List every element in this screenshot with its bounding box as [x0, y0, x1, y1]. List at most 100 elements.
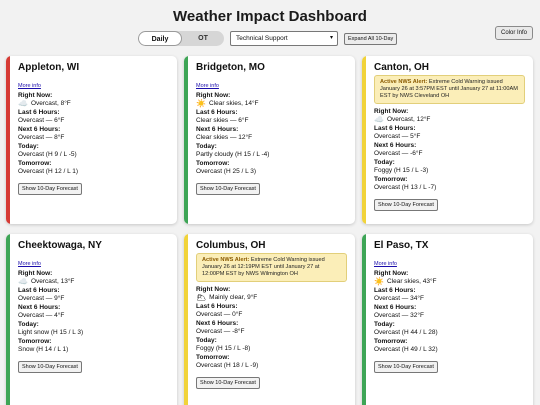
page-title: Weather Impact Dashboard [173, 8, 367, 25]
last6-label: Last 6 Hours: [18, 287, 60, 294]
nws-alert-banner: Active NWS Alert: Extreme Cold Warning i… [374, 75, 525, 104]
last6-value: Overcast — 9°F [18, 295, 65, 302]
cloud-icon: ☁️ [18, 99, 28, 108]
city-name: El Paso, TX [374, 240, 429, 251]
city-card-canton: Canton, OH Active NWS Alert: Extreme Col… [362, 56, 533, 224]
next6-label: Next 6 Hours: [18, 304, 61, 311]
chevron-down-icon: ▾ [329, 35, 333, 41]
more-info-link[interactable]: More info [374, 261, 397, 267]
right-now-row: ☁️ Overcast, 8°F [18, 100, 169, 108]
more-info-link[interactable]: More info [196, 83, 219, 89]
partly-cloudy-icon: 🌥 [196, 293, 207, 302]
today-label: Today: [196, 143, 217, 150]
next6-value: Overcast — 32°F [374, 312, 424, 319]
tomorrow-label: Tomorrow: [374, 338, 408, 345]
alert-heading: Active NWS Alert: [202, 257, 250, 263]
tomorrow-value: Overcast (H 25 / L 3) [196, 168, 257, 175]
daily-toggle-button[interactable]: Daily [138, 31, 182, 46]
city-name: Cheektowaga, NY [18, 240, 102, 251]
right-now-label: Right Now: [374, 270, 409, 277]
last6-value: Overcast — 6°F [18, 117, 65, 124]
right-now-value: Clear skies, 14°F [208, 100, 259, 107]
today-value: Overcast (H 44 / L 28) [374, 329, 438, 336]
city-name: Appleton, WI [18, 62, 80, 73]
next6-value: Overcast — -6°F [374, 150, 423, 157]
last6-value: Overcast — 34°F [374, 295, 424, 302]
right-now-label: Right Now: [374, 108, 409, 115]
today-value: Partly cloudy (H 15 / L -4) [196, 151, 270, 158]
last6-label: Last 6 Hours: [196, 109, 238, 116]
today-label: Today: [374, 321, 395, 328]
show-forecast-button[interactable]: Show 10-Day Forecast [196, 183, 260, 195]
city-card-columbus: Columbus, OH Active NWS Alert: Extreme C… [184, 234, 355, 405]
last6-label: Last 6 Hours: [18, 109, 60, 116]
right-now-value: Overcast, 8°F [30, 100, 71, 107]
city-card-appleton: Appleton, WI More info Right Now: ☁️ Ove… [6, 56, 177, 224]
show-forecast-button[interactable]: Show 10-Day Forecast [18, 361, 82, 373]
show-forecast-button[interactable]: Show 10-Day Forecast [18, 183, 82, 195]
view-toggle: Daily OT [138, 31, 224, 46]
tomorrow-value: Overcast (H 18 / L -9) [196, 362, 259, 369]
today-value: Overcast (H 9 / L -5) [18, 151, 77, 158]
city-name: Canton, OH [374, 62, 429, 73]
next6-label: Next 6 Hours: [374, 142, 417, 149]
cloud-icon: ☁️ [374, 115, 384, 124]
today-value: Light snow (H 15 / L 3) [18, 329, 84, 336]
next6-value: Clear skies — 12°F [196, 134, 253, 141]
nws-alert-banner: Active NWS Alert: Extreme Cold Warning i… [196, 253, 347, 282]
today-label: Today: [18, 321, 39, 328]
tomorrow-label: Tomorrow: [196, 354, 230, 361]
right-now-row: ☀️ Clear skies, 43°F [374, 278, 525, 286]
last6-label: Last 6 Hours: [374, 125, 416, 132]
tomorrow-value: Snow (H 14 / L 1) [18, 346, 69, 353]
color-info-button[interactable]: Color Info [494, 26, 533, 40]
right-now-row: ☁️ Overcast, 12°F [374, 116, 525, 124]
tomorrow-value: Overcast (H 49 / L 32) [374, 346, 438, 353]
more-info-link[interactable]: More info [18, 261, 41, 267]
alert-heading: Active NWS Alert: [380, 79, 428, 85]
last6-value: Clear skies — 6°F [196, 117, 249, 124]
city-card-bridgeton: Bridgeton, MO More info Right Now: ☀️ Cl… [184, 56, 355, 224]
city-card-el-paso: El Paso, TX More info Right Now: ☀️ Clea… [362, 234, 533, 405]
today-value: Foggy (H 15 / L -3) [374, 167, 429, 174]
next6-label: Next 6 Hours: [374, 304, 417, 311]
expand-all-button[interactable]: Expand All 10-Day [344, 33, 398, 45]
right-now-label: Right Now: [18, 270, 53, 277]
city-name: Bridgeton, MO [196, 62, 265, 73]
next6-value: Overcast — 8°F [18, 134, 65, 141]
sun-icon: ☀️ [374, 277, 384, 286]
more-info-link[interactable]: More info [18, 83, 41, 89]
dashboard-header: Weather Impact Dashboard Color Info Dail… [0, 0, 540, 56]
ot-toggle-button[interactable]: OT [198, 35, 208, 42]
show-forecast-button[interactable]: Show 10-Day Forecast [374, 361, 438, 373]
next6-label: Next 6 Hours: [196, 126, 239, 133]
right-now-value: Clear skies, 43°F [386, 278, 437, 285]
right-now-label: Right Now: [196, 286, 231, 293]
right-now-label: Right Now: [196, 92, 231, 99]
right-now-label: Right Now: [18, 92, 53, 99]
right-now-row: ☀️ Clear skies, 14°F [196, 100, 347, 108]
today-label: Today: [374, 159, 395, 166]
last6-value: Overcast — 5°F [374, 133, 421, 140]
alert-text: Extreme Cold Warning issued January 26 a… [202, 257, 325, 277]
team-select[interactable]: Technical Support ▾ [230, 31, 338, 46]
show-forecast-button[interactable]: Show 10-Day Forecast [374, 199, 438, 211]
tomorrow-value: Overcast (H 13 / L -7) [374, 184, 437, 191]
last6-label: Last 6 Hours: [374, 287, 416, 294]
sun-icon: ☀️ [196, 99, 206, 108]
next6-label: Next 6 Hours: [196, 320, 239, 327]
tomorrow-label: Tomorrow: [18, 160, 52, 167]
team-select-value: Technical Support [236, 35, 288, 42]
show-forecast-button[interactable]: Show 10-Day Forecast [196, 377, 260, 389]
today-label: Today: [18, 143, 39, 150]
city-name: Columbus, OH [196, 240, 266, 251]
tomorrow-label: Tomorrow: [374, 176, 408, 183]
tomorrow-value: Overcast (H 12 / L 1) [18, 168, 79, 175]
tomorrow-label: Tomorrow: [18, 338, 52, 345]
right-now-value: Mainly clear, 9°F [209, 294, 258, 301]
last6-label: Last 6 Hours: [196, 303, 238, 310]
right-now-row: 🌥 Mainly clear, 9°F [196, 294, 347, 302]
last6-value: Overcast — 0°F [196, 311, 243, 318]
today-label: Today: [196, 337, 217, 344]
city-card-cheektowaga: Cheektowaga, NY More info Right Now: ☁️ … [6, 234, 177, 405]
